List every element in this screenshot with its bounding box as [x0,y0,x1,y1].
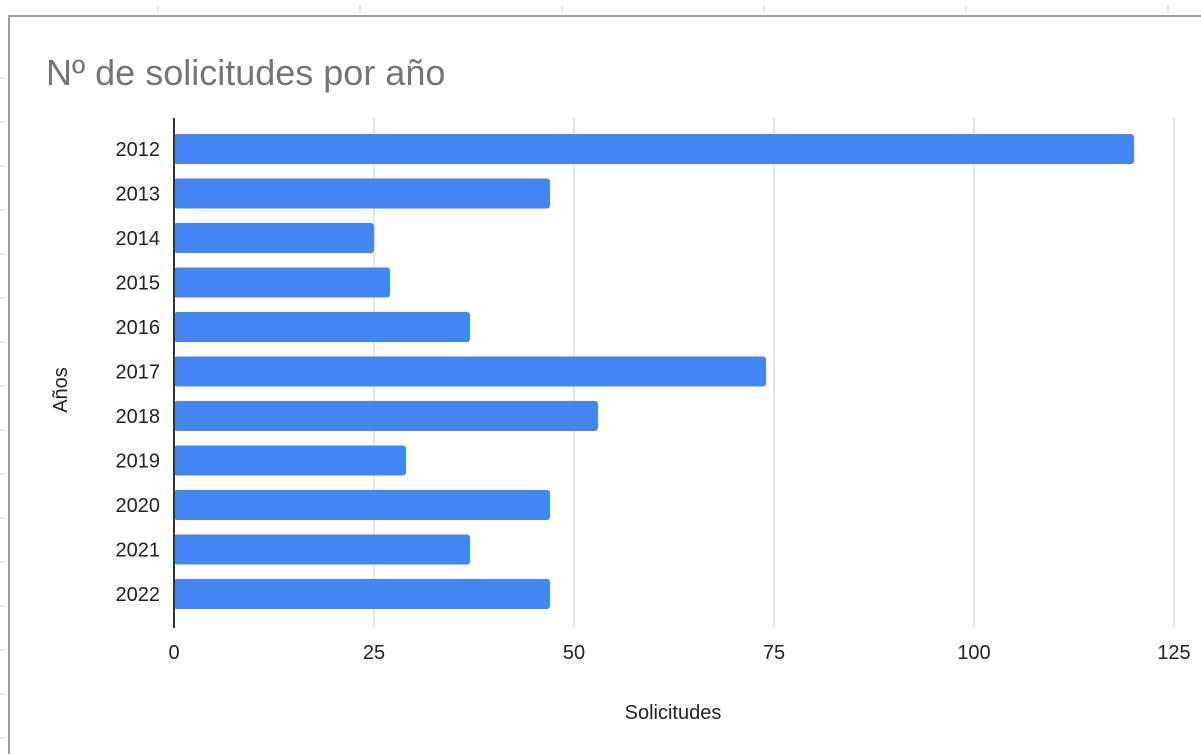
y-tick-label: 2016 [116,317,161,339]
y-tick-label: 2014 [116,228,161,250]
bar-2014[interactable] [174,223,374,253]
x-tick-label: 25 [363,642,385,664]
y-tick-label: 2013 [116,184,161,206]
y-tick-label: 2022 [116,584,161,606]
y-tick-label: 2015 [116,273,161,295]
bar-2016[interactable] [174,312,470,342]
bar-2018[interactable] [174,401,598,431]
x-tick-label: 0 [168,642,179,664]
x-axis-title: Solicitudes [625,702,722,724]
x-tick-label: 75 [763,642,785,664]
x-tick-labels: 0 25 50 75 100 125 [168,642,1190,664]
sheet-row-marks [0,77,5,739]
y-axis-title: Años [50,367,72,413]
x-tick-label: 100 [957,642,990,664]
y-tick-label: 2012 [116,139,161,161]
bar-2015[interactable] [174,267,390,298]
bar-2012[interactable] [174,134,1134,164]
y-tick-label: 2020 [116,495,161,517]
y-tick-labels: 2012 2013 2014 2015 2016 2017 2018 2019 2020 2021… [116,139,161,606]
x-tick-label: 50 [563,642,585,664]
bar-2022[interactable] [174,579,550,609]
chart-title: Nº de solicitudes por año [46,52,446,93]
sheet-column-marks [157,6,1169,13]
bar-2019[interactable] [174,445,406,476]
bar-2021[interactable] [174,534,470,565]
bar-2013[interactable] [174,178,550,209]
y-tick-label: 2018 [116,406,161,428]
x-tick-label: 125 [1157,642,1190,664]
bar-2017[interactable] [174,356,766,387]
bar-2020[interactable] [174,490,550,520]
y-tick-label: 2017 [116,362,161,384]
y-tick-label: 2021 [116,540,161,562]
bars [174,134,1134,609]
y-tick-label: 2019 [116,451,161,473]
